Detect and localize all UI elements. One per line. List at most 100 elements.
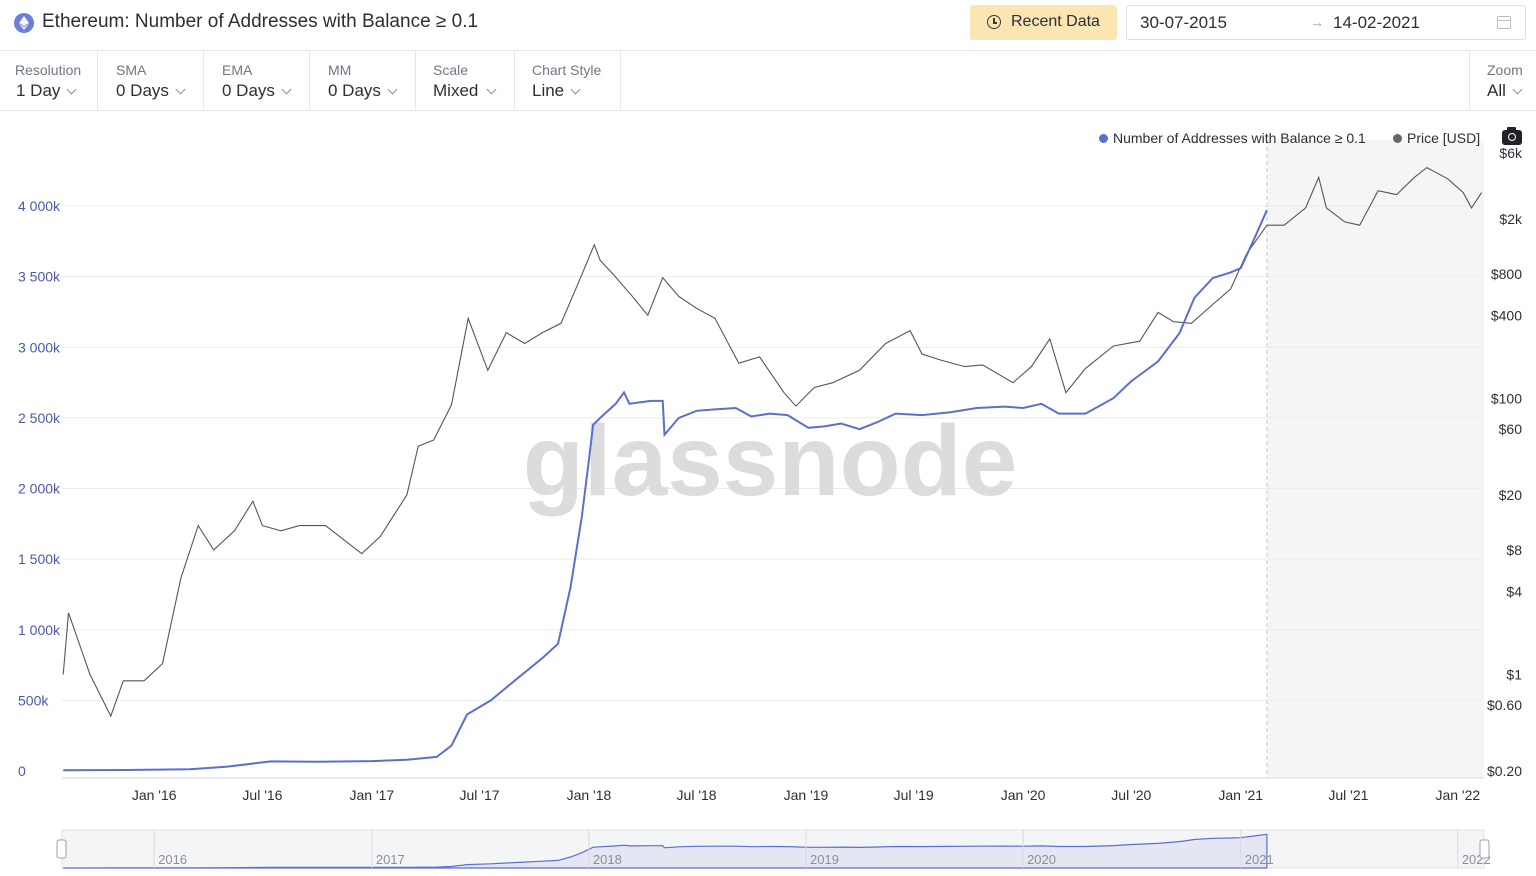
date-from-field[interactable]: 30-07-2015 (1140, 13, 1227, 32)
zoom-select[interactable]: Zoom All (1469, 51, 1536, 110)
left-axis-labels: 0 500k 1 000k 1 500k 2 000k 2 500k 3 000k 3 500… (18, 198, 61, 779)
x-axis-tick-label: Jan '16 (132, 787, 177, 803)
chevron-down-icon (486, 84, 497, 95)
left-axis-tick-label: 3 000k (18, 339, 61, 355)
chart-style-select[interactable]: Chart Style Line (515, 51, 621, 110)
chevron-down-icon (387, 84, 398, 95)
chart-area: glassnode 0 500k 1 000k 1 500k 2 000k 2 500k 3… (18, 140, 1523, 869)
left-axis-tick-label: 2 000k (18, 481, 61, 497)
right-axis-tick-label: $2k (1499, 211, 1523, 227)
chevron-down-icon (570, 84, 581, 95)
navigator-year-label: 2019 (810, 852, 839, 867)
arrow-right-icon: → (1310, 14, 1324, 30)
left-axis-tick-label: 3 500k (18, 269, 61, 285)
recent-data-button[interactable]: Recent Data (970, 5, 1117, 40)
right-axis-tick-label: $60 (1499, 421, 1523, 437)
left-axis-tick-label: 4 000k (18, 198, 61, 214)
resolution-select[interactable]: Resolution 1 Day (0, 51, 98, 110)
x-axis-tick-label: Jan '20 (1001, 787, 1046, 803)
mm-select[interactable]: MM 0 Days (310, 51, 416, 110)
right-axis-tick-label: $0.60 (1487, 697, 1522, 713)
right-axis-tick-label: $100 (1491, 390, 1522, 406)
chart-style-value: Line (532, 81, 565, 100)
chevron-down-icon (281, 84, 292, 95)
chevron-down-icon (175, 84, 186, 95)
x-axis-tick-label: Jul '20 (1111, 787, 1151, 803)
date-range-picker[interactable]: 30-07-2015 → 14-02-2021 (1126, 5, 1526, 40)
price-series-line[interactable] (62, 166, 1483, 718)
x-axis-tick-label: Jan '19 (784, 787, 829, 803)
ethereum-icon (14, 13, 34, 33)
legend-label-addresses: Number of Addresses with Balance ≥ 0.1 (1113, 130, 1366, 146)
legend-item-price[interactable]: Price [USD] (1393, 130, 1480, 146)
navigator-year-label: 2017 (376, 852, 405, 867)
navigator-labels: 2016 2017 2018 2019 2020 2021 2022 (153, 830, 1491, 868)
x-axis-tick-label: Jan '21 (1218, 787, 1263, 803)
scale-caption: Scale (433, 62, 469, 78)
navigator-year-label: 2018 (593, 852, 622, 867)
legend-dot-price (1393, 134, 1402, 143)
date-to-field[interactable]: 14-02-2021 (1333, 13, 1420, 32)
chevron-down-icon (1512, 84, 1523, 95)
x-axis-labels: Jan '16 Jul '16 Jan '17 Jul '17 Jan '18 Jul '… (132, 787, 1481, 803)
legend-label-price: Price [USD] (1407, 130, 1481, 146)
x-axis-tick-label: Jul '16 (242, 787, 282, 803)
chevron-down-icon (66, 84, 77, 95)
ema-caption: EMA (222, 62, 253, 78)
sma-caption: SMA (116, 62, 147, 78)
sma-value: 0 Days (116, 81, 169, 100)
right-axis-tick-label: $400 (1491, 307, 1522, 323)
recent-period-shade (1267, 140, 1484, 778)
mm-caption: MM (328, 62, 352, 78)
right-axis-labels: $0.20 $0.60 $1 $4 $8 $20 $60 $100 $400 $800 $2k $6k (1487, 145, 1523, 779)
right-axis-tick-label: $20 (1499, 487, 1523, 503)
navigator-series-line (63, 833, 1268, 869)
right-axis-tick-label: $6k (1499, 145, 1523, 161)
left-axis-tick-label: 2 500k (18, 410, 61, 426)
x-axis-tick-label: Jan '22 (1435, 787, 1480, 803)
calendar-icon[interactable] (1497, 16, 1511, 29)
resolution-caption: Resolution (15, 62, 82, 78)
mm-value: 0 Days (328, 81, 381, 100)
navigator-year-label: 2021 (1245, 852, 1274, 867)
recent-data-label: Recent Data (1011, 13, 1100, 30)
left-axis-tick-label: 0 (18, 763, 26, 779)
right-axis-tick-label: $800 (1491, 266, 1522, 282)
right-axis-tick-label: $1 (1506, 667, 1522, 683)
left-axis-tick-label: 1 500k (18, 551, 61, 567)
x-axis-tick-label: Jan '18 (567, 787, 612, 803)
x-axis-tick-label: Jan '17 (349, 787, 394, 803)
addresses-series-line[interactable] (63, 209, 1268, 772)
right-axis-tick-label: $0.20 (1487, 763, 1522, 779)
scale-select[interactable]: Scale Mixed (416, 51, 515, 110)
zoom-value: All (1487, 81, 1506, 100)
navigator-year-label: 2020 (1027, 852, 1056, 867)
x-axis-tick-label: Jul '21 (1328, 787, 1368, 803)
grid-lines (62, 205, 1484, 701)
zoom-caption: Zoom (1487, 62, 1523, 78)
left-axis-tick-label: 500k (18, 692, 49, 708)
x-axis-tick-label: Jul '19 (894, 787, 934, 803)
navigator-year-label: 2016 (158, 852, 187, 867)
chart-style-caption: Chart Style (532, 62, 602, 78)
legend-item-addresses[interactable]: Number of Addresses with Balance ≥ 0.1 (1099, 130, 1366, 146)
watermark: glassnode (523, 405, 1018, 517)
x-axis-tick-label: Jul '17 (459, 787, 499, 803)
right-axis-tick-label: $4 (1506, 583, 1522, 599)
sma-select[interactable]: SMA 0 Days (98, 51, 204, 110)
legend-dot-addresses (1099, 134, 1108, 143)
camera-icon[interactable] (1502, 127, 1522, 145)
navigator-left-handle[interactable] (56, 839, 67, 859)
navigator-right-handle[interactable] (1479, 839, 1490, 859)
chart-toolbar: Resolution 1 Day SMA 0 Days EMA 0 Days M… (0, 51, 1536, 111)
left-axis-tick-label: 1 000k (18, 622, 61, 638)
clock-icon (987, 15, 1001, 29)
x-axis-tick-label: Jul '18 (677, 787, 717, 803)
ema-value: 0 Days (222, 81, 275, 100)
chart-header: Ethereum: Number of Addresses with Balan… (0, 0, 1536, 51)
resolution-value: 1 Day (16, 81, 61, 100)
right-axis-tick-label: $8 (1506, 542, 1522, 558)
chart-title: Ethereum: Number of Addresses with Balan… (42, 11, 479, 32)
ema-select[interactable]: EMA 0 Days (204, 51, 310, 110)
scale-value: Mixed (433, 81, 479, 100)
